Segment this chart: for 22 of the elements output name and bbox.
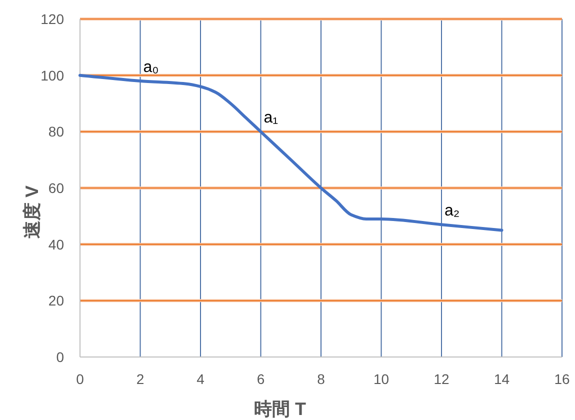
y-tick-label: 0 bbox=[56, 349, 64, 365]
annotation: a₀ bbox=[143, 58, 159, 76]
annotation: a₁ bbox=[264, 110, 278, 127]
x-tick-label: 2 bbox=[136, 371, 144, 387]
x-tick-label: 6 bbox=[256, 371, 265, 387]
y-tick-label: 20 bbox=[48, 292, 64, 309]
y-axis-title: 速度 V bbox=[22, 185, 42, 239]
x-tick-label: 16 bbox=[554, 371, 570, 387]
x-tick-label: 0 bbox=[76, 371, 84, 387]
x-tick-label: 10 bbox=[373, 371, 390, 387]
x-tick-label: 4 bbox=[196, 371, 205, 387]
annotation: a₂ bbox=[444, 202, 460, 220]
x-axis-title: 時間 T bbox=[254, 399, 306, 419]
y-tick-label: 60 bbox=[48, 180, 64, 196]
x-tick-label: 8 bbox=[317, 371, 326, 387]
y-tick-label: 120 bbox=[40, 11, 64, 27]
x-tick-label: 12 bbox=[434, 371, 450, 387]
y-tick-label: 100 bbox=[40, 67, 64, 84]
x-tick-label: 14 bbox=[494, 371, 510, 387]
line-series bbox=[78, 74, 504, 232]
y-tick-label: 80 bbox=[48, 124, 64, 140]
y-tick-label: 40 bbox=[48, 236, 64, 252]
